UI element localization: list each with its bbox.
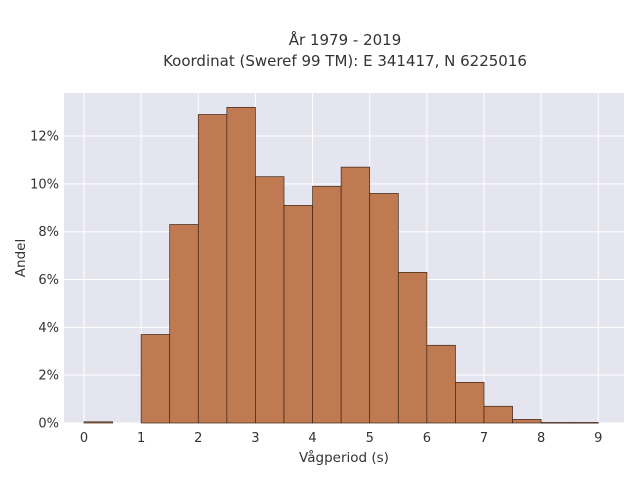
y-tick-label: 0% (38, 417, 59, 432)
histogram-bar (197, 114, 228, 424)
histogram-bar (283, 205, 313, 424)
histogram-bar (569, 422, 599, 424)
y-tick-label: 8% (38, 225, 59, 240)
x-axis-ticks: 0 1 2 3 4 5 6 7 8 9 (80, 431, 603, 446)
histogram-bar (140, 334, 171, 424)
y-tick-label: 10% (30, 177, 59, 192)
histogram-bar (369, 193, 399, 424)
histogram-bar (83, 421, 113, 424)
x-tick-label: 4 (308, 431, 316, 446)
histogram-bar (226, 106, 256, 424)
x-tick-label: 7 (480, 431, 488, 446)
x-tick-label: 1 (137, 431, 145, 446)
y-axis-ticks: 0% 2% 4% 6% 8% 10% 12% (30, 130, 59, 432)
histogram-bar (169, 224, 199, 424)
x-tick-label: 0 (80, 431, 88, 446)
histogram-bar (455, 381, 485, 424)
histogram-bar (312, 185, 342, 424)
x-tick-label: 5 (366, 431, 374, 446)
y-tick-label: 12% (30, 130, 59, 145)
histogram-bars (83, 106, 599, 424)
histogram-bar (397, 271, 428, 424)
y-tick-label: 4% (38, 321, 59, 336)
histogram-bar (426, 344, 456, 424)
x-axis-title: Vågperiod (s) (299, 449, 389, 466)
x-tick-label: 6 (423, 431, 431, 446)
histogram-bar (483, 405, 513, 424)
chart-subtitle: Koordinat (Sweref 99 TM): E 341417, N 62… (163, 52, 527, 70)
histogram-bar (540, 422, 571, 424)
y-tick-label: 6% (38, 273, 59, 288)
chart-title: År 1979 - 2019 (289, 30, 402, 49)
x-tick-label: 9 (594, 431, 602, 446)
x-tick-label: 2 (194, 431, 202, 446)
histogram-bar (255, 176, 285, 424)
histogram-bar (340, 166, 371, 424)
y-tick-label: 2% (38, 369, 59, 384)
x-tick-label: 8 (537, 431, 545, 446)
histogram-bar (512, 419, 542, 424)
y-axis-title: Andel (13, 239, 29, 277)
x-tick-label: 3 (251, 431, 259, 446)
